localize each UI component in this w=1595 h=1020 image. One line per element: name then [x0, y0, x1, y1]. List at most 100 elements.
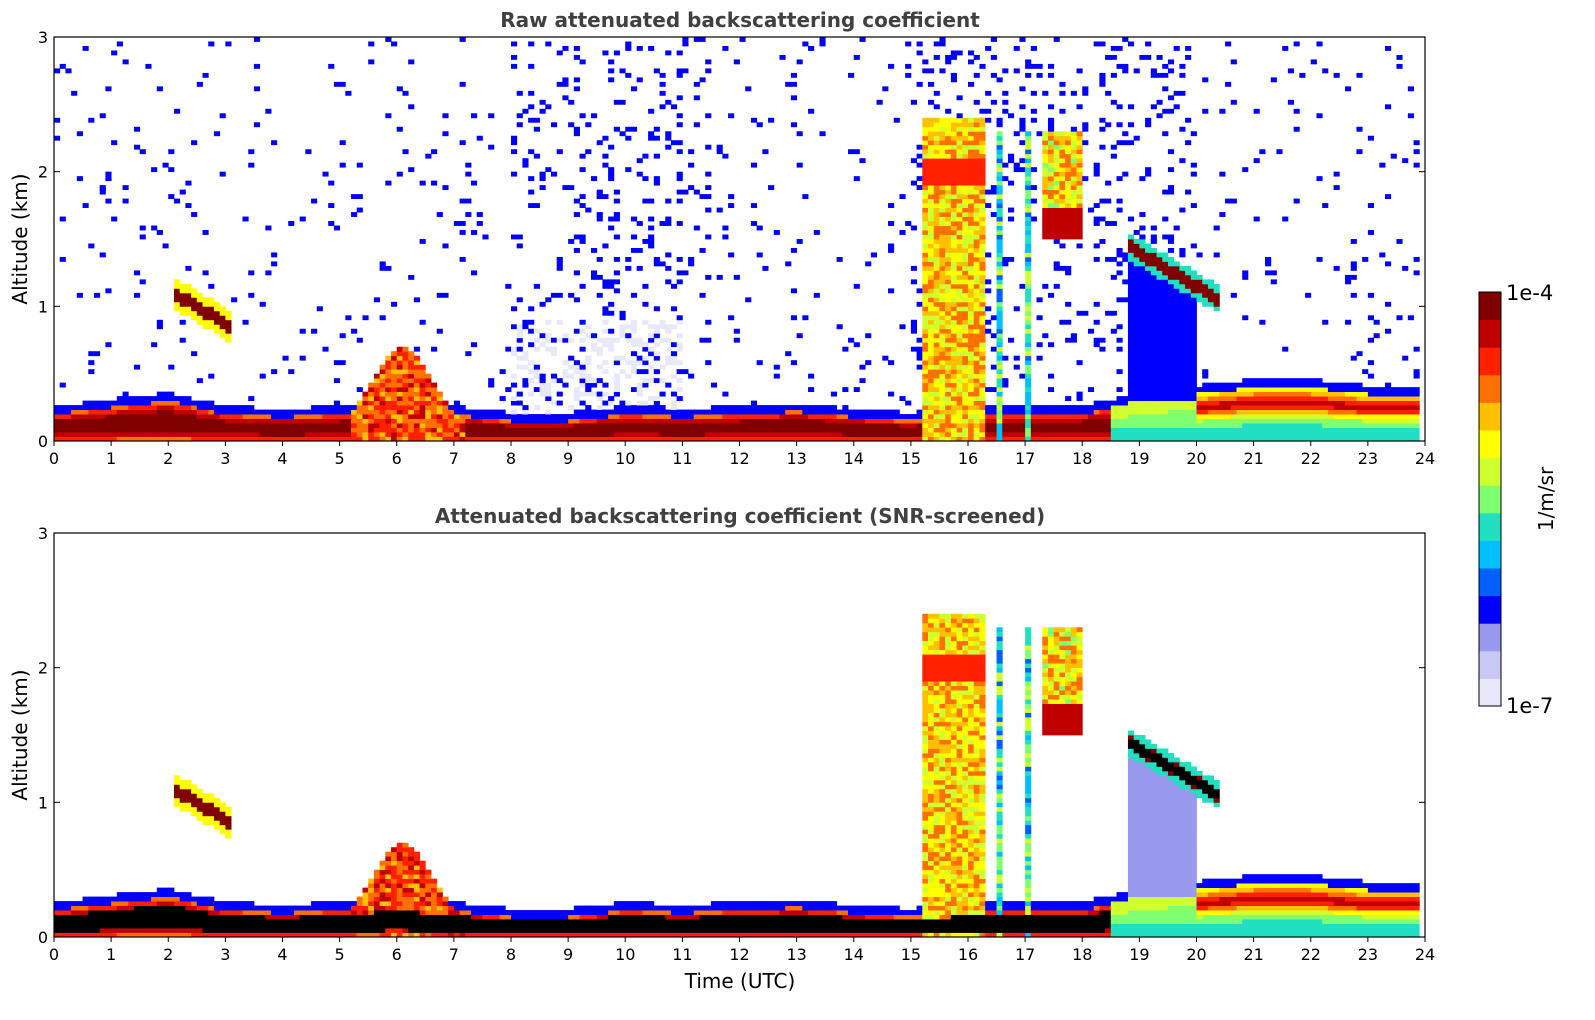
panel-raw-cell: [1350, 265, 1357, 271]
panel-raw-cell: [888, 414, 895, 419]
panel-raw-cell: [453, 409, 460, 415]
panel-raw-cell: [1105, 256, 1112, 262]
panel-raw-cell: [1116, 207, 1123, 213]
panel-raw-cell: [265, 427, 272, 433]
panel-raw-cell: [122, 427, 129, 433]
panel-raw-cell: [585, 333, 592, 339]
panel-raw-cell: [179, 283, 186, 289]
panel-raw-cell: [733, 59, 740, 65]
panel-raw-cell: [1047, 225, 1055, 231]
panel-raw-cell: [596, 140, 603, 146]
panel-raw-cell: [1042, 131, 1049, 137]
panel-raw-cell: [305, 436, 312, 442]
panel-raw-cell: [1105, 414, 1112, 419]
panel-raw-cell: [933, 279, 940, 285]
panel-raw-cell: [1270, 427, 1277, 433]
panel-raw-cell: [99, 432, 106, 437]
panel-raw-cell: [1110, 405, 1117, 410]
panel-raw-cell: [488, 409, 495, 415]
panel-raw-cell: [968, 297, 975, 303]
panel-raw-cell: [1030, 216, 1037, 222]
panel-raw-cell: [596, 216, 603, 222]
panel-raw-cell: [768, 427, 775, 433]
panel-raw-cell: [933, 167, 940, 173]
panel-raw-cell: [88, 414, 95, 419]
panel-raw-cell: [602, 369, 609, 375]
panel-raw-cell: [1019, 432, 1026, 437]
panel-raw-cell: [1070, 140, 1077, 146]
panel-raw-cell: [316, 418, 323, 424]
panel-raw-cell: [345, 427, 352, 433]
panel-raw-cell: [950, 337, 957, 343]
panel-raw-cell: [1156, 292, 1163, 298]
panel-raw-cell: [556, 414, 563, 419]
panel-raw-cell: [1356, 391, 1363, 397]
panel-raw-cell: [1345, 400, 1352, 406]
panel-raw-cell: [1133, 283, 1140, 289]
panel-raw-cell: [1299, 72, 1306, 78]
panel-raw-cell: [1139, 378, 1146, 384]
panel-raw-cell: [1242, 418, 1249, 424]
panel-raw-cell: [299, 427, 306, 433]
panel-raw-cell: [1042, 283, 1049, 289]
panel-raw-cell: [750, 117, 758, 123]
panel-raw-cell: [1167, 414, 1175, 419]
panel-raw-cell: [351, 423, 358, 428]
panel-raw-cell: [1150, 279, 1157, 285]
panel-raw-cell: [653, 414, 660, 419]
panel-raw-cell: [979, 396, 986, 401]
panel-raw-cell: [939, 301, 946, 307]
panel-raw-cell: [722, 414, 729, 419]
panel-raw-cell: [699, 37, 706, 42]
panel-raw-cell: [368, 423, 375, 428]
panel-raw-cell: [1042, 144, 1049, 150]
panel-raw-cell: [1402, 400, 1409, 406]
panel-raw-cell: [1150, 351, 1157, 357]
panel-raw-cell: [1270, 432, 1277, 437]
panel-raw-cell: [425, 405, 432, 410]
panel-raw-cell: [1247, 387, 1255, 393]
panel-raw-cell: [1225, 409, 1232, 415]
panel-raw-cell: [413, 414, 420, 419]
panel-raw-cell: [1059, 405, 1066, 410]
panel-raw-cell: [1059, 194, 1066, 199]
panel-raw-cell: [191, 351, 198, 357]
panel-raw-cell: [1133, 328, 1140, 334]
panel-raw-cell: [888, 391, 895, 397]
panel-raw-cell: [642, 360, 649, 366]
panel-raw-cell: [985, 432, 992, 437]
panel-raw-cell: [1053, 423, 1060, 428]
panel-raw-cell: [1310, 436, 1317, 442]
panel-raw-cell: [933, 144, 940, 150]
panel-raw-cell: [1265, 256, 1272, 262]
panel-raw-cell: [208, 423, 215, 428]
panel-raw-cell: [945, 301, 952, 307]
panel-raw-cell: [648, 423, 655, 428]
panel-raw-cell: [505, 423, 512, 428]
panel-raw-cell: [950, 243, 957, 249]
panel-raw-cell: [996, 279, 1003, 285]
panel-raw-cell: [956, 400, 963, 406]
panel-raw-cell: [933, 432, 940, 437]
panel-raw-cell: [1139, 319, 1146, 325]
panel-raw-cell: [322, 414, 329, 419]
panel-raw-cell: [962, 387, 969, 393]
panel-raw-cell: [1127, 216, 1135, 222]
panel-raw-cell: [1059, 135, 1066, 141]
panel-raw-cell: [1225, 387, 1232, 393]
panel-raw-cell: [979, 256, 986, 262]
panel-raw-cell: [996, 301, 1003, 307]
panel-raw-cell: [842, 405, 849, 410]
panel-raw-cell: [585, 373, 592, 379]
panel-raw-cell: [562, 185, 569, 191]
panel-raw-cell: [1105, 198, 1112, 204]
panel-raw-cell: [1167, 270, 1175, 276]
panel-raw-cell: [1385, 387, 1392, 393]
panel-raw-cell: [1025, 216, 1032, 222]
panel-raw-cell: [1070, 149, 1077, 155]
panel-raw-cell: [425, 414, 432, 419]
panel-raw-cell: [562, 81, 569, 87]
panel-raw-cell: [585, 432, 592, 437]
panel-raw-cell: [425, 432, 432, 437]
panel-raw-cell: [1413, 346, 1420, 352]
